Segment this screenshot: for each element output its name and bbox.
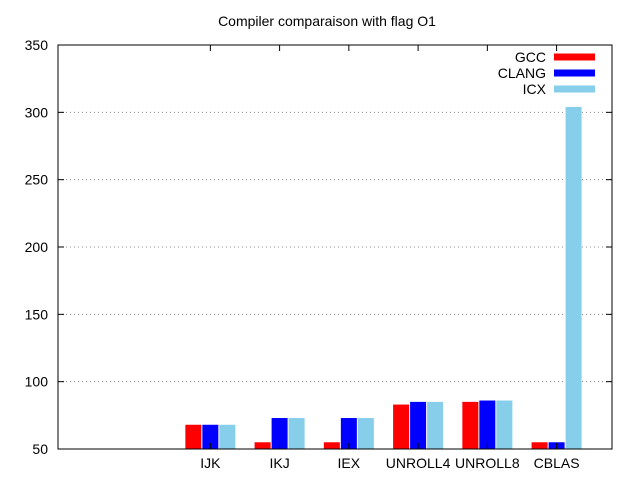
bar-clang-ikj bbox=[271, 418, 288, 449]
bar-icx-ijk bbox=[219, 424, 236, 449]
x-tick-label: IJK bbox=[200, 455, 221, 471]
bar-clang-unroll8 bbox=[479, 400, 496, 449]
bar-gcc-unroll4 bbox=[393, 404, 410, 449]
y-tick-label: 300 bbox=[25, 104, 49, 120]
bar-icx-iex bbox=[357, 418, 374, 449]
x-tick-label: UNROLL4 bbox=[386, 455, 451, 471]
bar-icx-ikj bbox=[288, 418, 305, 449]
bar-clang-ijk bbox=[202, 424, 219, 449]
x-tick-label: IKJ bbox=[269, 455, 289, 471]
y-axis-ticks: 50 100 150 200 250 300 350 bbox=[25, 37, 612, 457]
y-tick-label: 250 bbox=[25, 172, 49, 188]
y-tick-label: 50 bbox=[32, 441, 48, 457]
bar-icx-cblas bbox=[565, 106, 582, 450]
y-tick-label: 200 bbox=[25, 239, 49, 255]
bar-gcc-ikj bbox=[254, 442, 271, 449]
legend-swatch-gcc bbox=[554, 53, 595, 61]
grid-lines bbox=[58, 111, 612, 383]
bar-gcc-unroll8 bbox=[462, 401, 479, 449]
legend-label-icx: ICX bbox=[523, 81, 547, 97]
bar-clang-unroll4 bbox=[410, 401, 427, 449]
y-tick-label: 350 bbox=[25, 37, 49, 53]
chart-title: Compiler comparaison with flag O1 bbox=[218, 13, 436, 29]
bar-icx-unroll4 bbox=[427, 401, 444, 449]
legend-swatch-clang bbox=[554, 69, 595, 77]
legend-label-clang: CLANG bbox=[498, 65, 546, 81]
bar-gcc-iex bbox=[323, 442, 340, 449]
y-tick-label: 150 bbox=[25, 306, 49, 322]
bar-gcc-ijk bbox=[185, 424, 202, 449]
bar-clang-iex bbox=[340, 418, 357, 449]
bar-gcc-cblas bbox=[531, 442, 548, 449]
bars bbox=[185, 106, 582, 450]
legend-label-gcc: GCC bbox=[515, 49, 546, 65]
x-axis-ticks: IJK IKJ IEX UNROLL4 UNROLL8 CBLAS bbox=[200, 45, 580, 471]
x-tick-label: IEX bbox=[338, 455, 361, 471]
y-tick-label: 100 bbox=[25, 374, 49, 390]
bar-icx-unroll8 bbox=[496, 400, 513, 449]
legend-swatch-icx bbox=[554, 85, 595, 93]
x-tick-label: UNROLL8 bbox=[455, 455, 520, 471]
x-tick-label: CBLAS bbox=[534, 455, 580, 471]
